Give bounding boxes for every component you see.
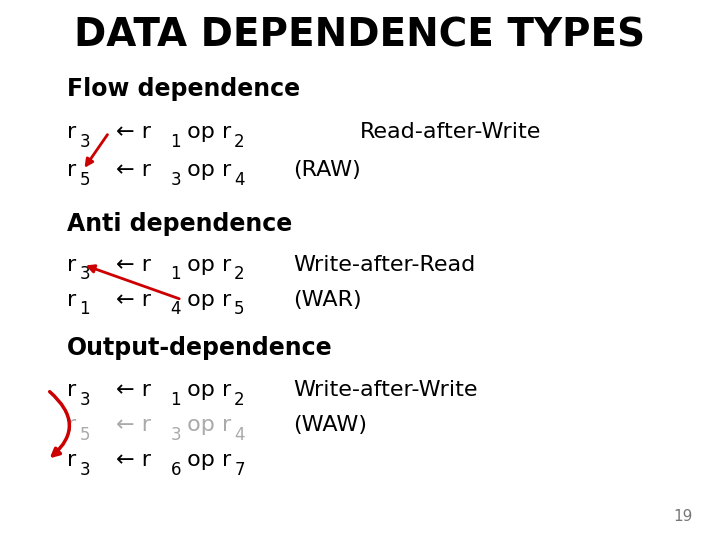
Text: r: r: [67, 380, 76, 400]
Text: 5: 5: [234, 300, 245, 319]
Text: op r: op r: [180, 450, 231, 470]
Text: 4: 4: [234, 171, 245, 189]
Text: 7: 7: [234, 461, 245, 479]
Text: (WAR): (WAR): [293, 289, 361, 310]
Text: Flow dependence: Flow dependence: [67, 77, 300, 101]
Text: ← r: ← r: [116, 160, 151, 180]
Text: ← r: ← r: [116, 254, 151, 275]
Text: 1: 1: [171, 133, 181, 151]
Text: op r: op r: [180, 415, 231, 435]
Text: ← r: ← r: [116, 415, 151, 435]
Text: Write-after-Read: Write-after-Read: [293, 254, 475, 275]
Text: op r: op r: [180, 122, 231, 143]
Text: Anti dependence: Anti dependence: [67, 212, 292, 236]
Text: Read-after-Write: Read-after-Write: [360, 122, 541, 143]
Text: 2: 2: [234, 133, 245, 151]
Text: (WAW): (WAW): [293, 415, 367, 435]
Text: ← r: ← r: [116, 289, 151, 310]
Text: (RAW): (RAW): [293, 160, 361, 180]
Text: 3: 3: [79, 265, 90, 284]
Text: 1: 1: [79, 300, 90, 319]
Text: Write-after-Write: Write-after-Write: [293, 380, 477, 400]
Text: op r: op r: [180, 254, 231, 275]
Text: 5: 5: [79, 426, 90, 444]
Text: ← r: ← r: [116, 450, 151, 470]
Text: 3: 3: [171, 171, 181, 189]
Text: 3: 3: [79, 390, 90, 409]
Text: op r: op r: [180, 289, 231, 310]
Text: r: r: [67, 415, 76, 435]
Text: ← r: ← r: [116, 122, 151, 143]
Text: op r: op r: [180, 380, 231, 400]
Text: r: r: [67, 122, 76, 143]
Text: DATA DEPENDENCE TYPES: DATA DEPENDENCE TYPES: [74, 16, 646, 54]
Text: r: r: [67, 450, 76, 470]
Text: 3: 3: [171, 426, 181, 444]
Text: r: r: [67, 289, 76, 310]
Text: 19: 19: [673, 509, 692, 524]
Text: ← r: ← r: [116, 380, 151, 400]
Text: 3: 3: [79, 133, 90, 151]
Text: 4: 4: [234, 426, 245, 444]
Text: 3: 3: [79, 461, 90, 479]
Text: 1: 1: [171, 390, 181, 409]
Text: r: r: [67, 254, 76, 275]
Text: Output-dependence: Output-dependence: [67, 336, 332, 360]
Text: r: r: [67, 160, 76, 180]
Text: op r: op r: [180, 160, 231, 180]
Text: 2: 2: [234, 265, 245, 284]
Text: 4: 4: [171, 300, 181, 319]
Text: 1: 1: [171, 265, 181, 284]
Text: 2: 2: [234, 390, 245, 409]
Text: 6: 6: [171, 461, 181, 479]
Text: 5: 5: [79, 171, 90, 189]
